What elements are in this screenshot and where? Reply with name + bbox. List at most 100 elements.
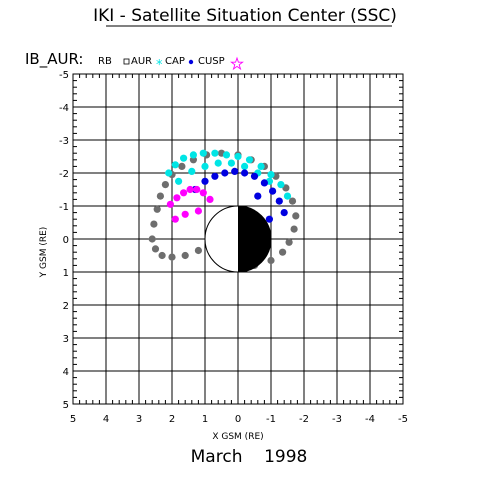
- series-cusp: [166, 185, 224, 250]
- point-aur: [280, 209, 288, 217]
- point-cap: [222, 151, 231, 159]
- point-rb: [288, 197, 297, 205]
- point-aur: [221, 169, 229, 177]
- earth: [204, 205, 272, 273]
- point-aur: [231, 167, 239, 175]
- point-cusp: [166, 200, 174, 208]
- point-rb: [161, 181, 169, 189]
- point-cap: [234, 152, 242, 161]
- point-cusp: [181, 210, 189, 218]
- point-cusp: [193, 185, 201, 194]
- legend-dot-icon: [188, 59, 194, 65]
- point-cusp: [194, 207, 202, 215]
- x-tick-label: 0: [235, 414, 241, 425]
- point-cap: [214, 159, 222, 167]
- legend-label-rb: RB: [98, 56, 112, 67]
- point-cusp: [173, 194, 181, 202]
- legend-square-icon: [123, 58, 130, 65]
- tick-labels: 5 4 3 2 1 0 -1 -2 -3 -4 -5 -5 -4 -3 -2 -1 0 1 2 3 4 5: [59, 70, 408, 425]
- x-tick-label: 3: [136, 414, 142, 425]
- y-tick-label: 1: [63, 268, 69, 279]
- x-tick-label: 5: [70, 414, 76, 425]
- series-rb: [148, 149, 300, 269]
- point-cap: [188, 167, 196, 175]
- legend-label-aur: AUR: [131, 56, 152, 67]
- point-rb: [150, 220, 158, 228]
- y-tick-label: -5: [59, 70, 69, 81]
- date-label: March 1998: [191, 447, 308, 467]
- y-tick-label: 3: [63, 334, 69, 345]
- point-rb: [156, 192, 164, 200]
- page-title: IKI - Satellite Situation Center (SSC): [93, 6, 397, 26]
- x-tick-label: -5: [398, 414, 408, 425]
- point-aur: [269, 187, 277, 195]
- point-cap: [267, 171, 275, 179]
- point-cap: [165, 169, 173, 177]
- point-cusp: [206, 195, 214, 203]
- plot-frame: [72, 73, 404, 405]
- y-tick-label: 5: [63, 400, 69, 411]
- point-rb: [292, 212, 300, 220]
- point-rb: [181, 251, 189, 260]
- legend-label-cusp: CUSP: [198, 56, 225, 67]
- point-aur: [201, 177, 209, 185]
- x-tick-label: -2: [299, 414, 309, 425]
- point-aur: [265, 215, 273, 223]
- legend-asterisk-icon: *: [156, 58, 163, 73]
- point-rb: [194, 246, 202, 255]
- earth-night-side: [238, 206, 271, 272]
- legend: IB_AUR: RB AUR * CAP CUSP: [25, 50, 244, 73]
- point-cusp: [186, 185, 194, 194]
- point-cap: [245, 156, 254, 164]
- y-tick-label: 4: [63, 367, 69, 378]
- x-axis-label: X GSM (RE): [212, 432, 263, 442]
- point-aur: [260, 179, 268, 187]
- point-cusp: [199, 189, 207, 197]
- point-aur: [275, 197, 283, 205]
- legend-star-icon: [230, 56, 244, 71]
- point-cap: [180, 154, 188, 162]
- point-rb: [151, 245, 160, 253]
- point-rb: [290, 225, 298, 233]
- point-rb: [279, 248, 287, 256]
- point-aur: [211, 172, 219, 180]
- point-cap: [189, 151, 197, 159]
- y-tick-label: -4: [59, 103, 69, 114]
- point-cap: [277, 181, 285, 189]
- x-tick-label: 2: [169, 414, 175, 425]
- axis-ticks: [73, 74, 403, 404]
- point-cap: [175, 177, 183, 185]
- point-rb: [285, 238, 293, 246]
- point-aur: [241, 169, 249, 177]
- x-tick-label: 1: [202, 414, 208, 425]
- point-cap: [171, 161, 179, 169]
- y-axis-label: Y GSM (RE): [39, 227, 49, 279]
- x-tick-label: -3: [332, 414, 342, 425]
- y-tick-label: 2: [63, 301, 69, 312]
- data-points: [148, 149, 300, 269]
- point-cusp: [171, 215, 179, 223]
- x-tick-label: -4: [365, 414, 375, 425]
- point-cap: [211, 149, 219, 157]
- point-cap: [227, 159, 235, 167]
- point-aur: [254, 192, 262, 200]
- x-tick-label: -1: [266, 414, 276, 425]
- point-cap: [199, 149, 207, 157]
- point-rb: [148, 235, 156, 243]
- point-rb: [153, 205, 161, 213]
- y-tick-label: -2: [59, 169, 69, 180]
- y-tick-label: -1: [59, 202, 69, 213]
- point-rb: [168, 253, 176, 261]
- point-cap: [257, 162, 265, 170]
- legend-label-cap: CAP: [165, 56, 185, 67]
- point-rb: [158, 251, 166, 260]
- y-tick-label: 0: [63, 235, 69, 246]
- point-rb: [267, 256, 275, 265]
- point-rb: [178, 162, 186, 170]
- point-cap: [241, 162, 249, 170]
- legend-prefix: IB_AUR:: [25, 50, 83, 69]
- point-cap: [201, 162, 209, 170]
- point-cusp: [180, 189, 188, 197]
- y-tick-label: -3: [59, 136, 69, 147]
